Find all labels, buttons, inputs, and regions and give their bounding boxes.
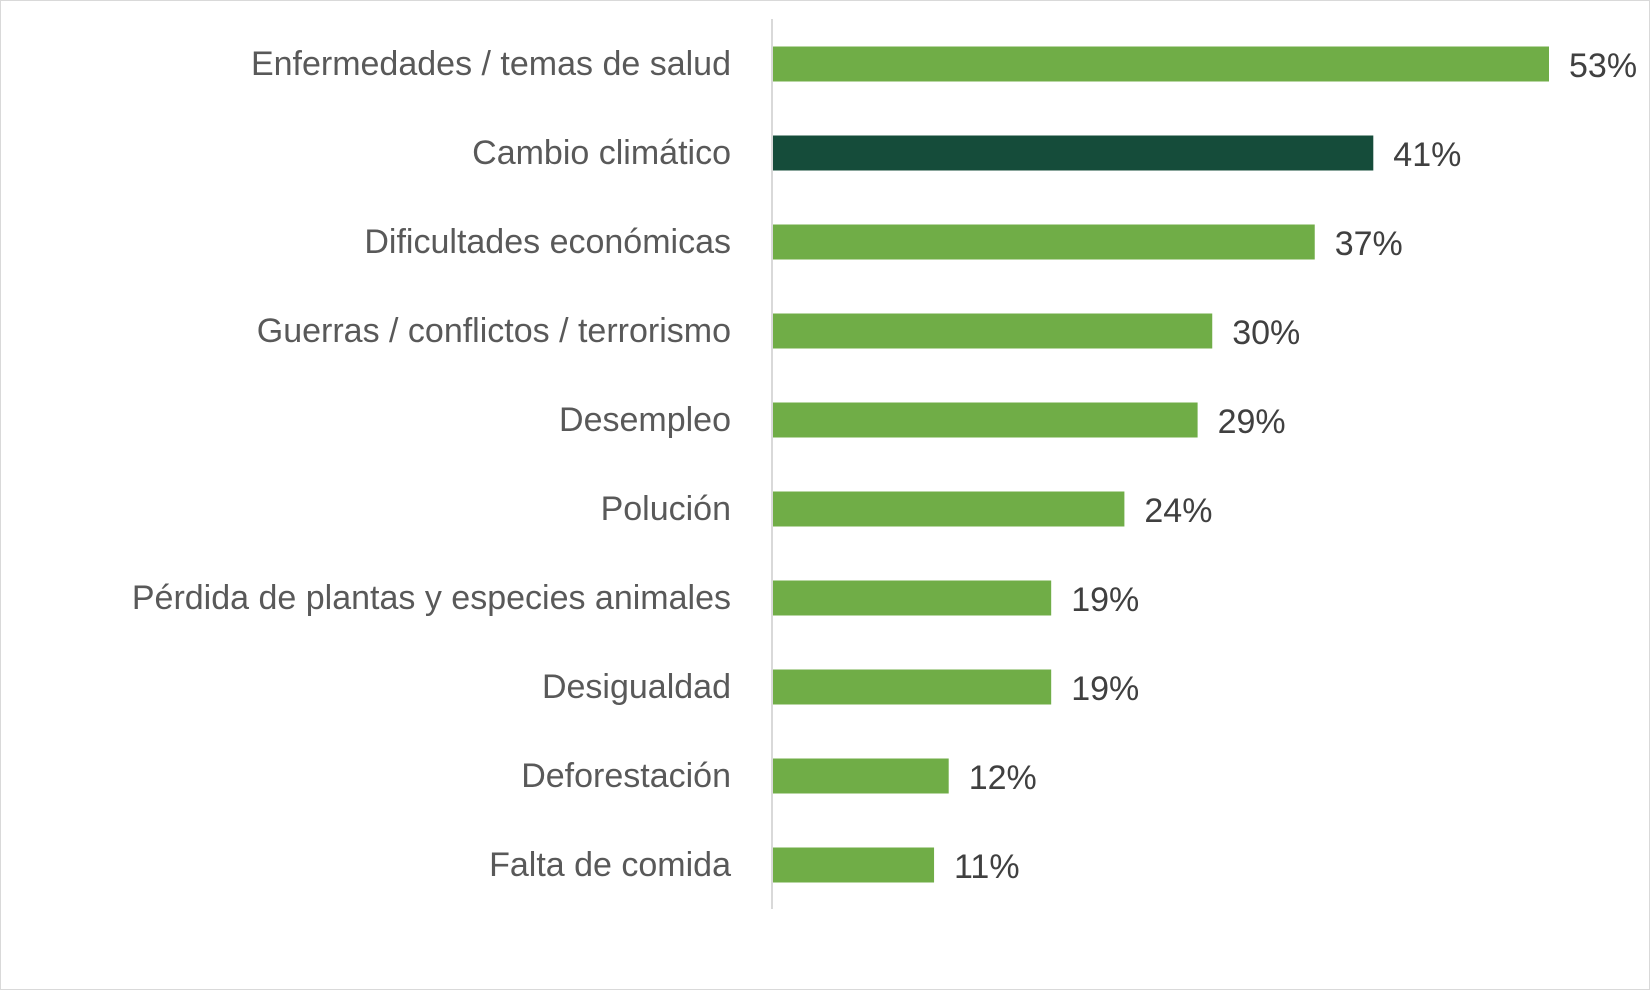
bar-2	[773, 135, 1374, 171]
bar-3	[773, 224, 1315, 260]
value-label: 37%	[1335, 225, 1403, 263]
category-label: Guerras / conflictos / terrorismo	[257, 312, 731, 350]
value-label: 11%	[954, 848, 1020, 886]
category-label: Polución	[601, 490, 731, 528]
category-label: Enfermedades / temas de salud	[251, 45, 731, 83]
value-label: 12%	[969, 759, 1037, 797]
bar-6	[773, 491, 1125, 527]
value-label: 41%	[1393, 136, 1461, 174]
value-label: 30%	[1232, 314, 1300, 352]
bar-9	[773, 758, 949, 794]
value-label: 19%	[1071, 581, 1139, 619]
category-label: Pérdida de plantas y especies animales	[132, 579, 731, 617]
category-label: Desigualdad	[542, 668, 731, 706]
category-label: Cambio climático	[472, 134, 731, 172]
bar-4	[773, 313, 1213, 349]
value-label: 29%	[1218, 403, 1286, 441]
bar-7	[773, 580, 1052, 616]
bar-5	[773, 402, 1198, 438]
bar-8	[773, 669, 1052, 705]
category-label: Dificultades económicas	[364, 223, 731, 261]
bars-layer	[773, 46, 1549, 883]
category-label: Deforestación	[521, 757, 731, 795]
category-label: Falta de comida	[489, 846, 731, 884]
value-label: 53%	[1569, 47, 1637, 85]
value-label: 19%	[1071, 670, 1139, 708]
labels-layer: Enfermedades / temas de salud 53% Cambio c…	[132, 45, 1637, 886]
category-label: Desempleo	[559, 401, 731, 439]
bar-10	[773, 847, 935, 883]
bar-1	[773, 46, 1549, 82]
value-label: 24%	[1144, 492, 1212, 530]
